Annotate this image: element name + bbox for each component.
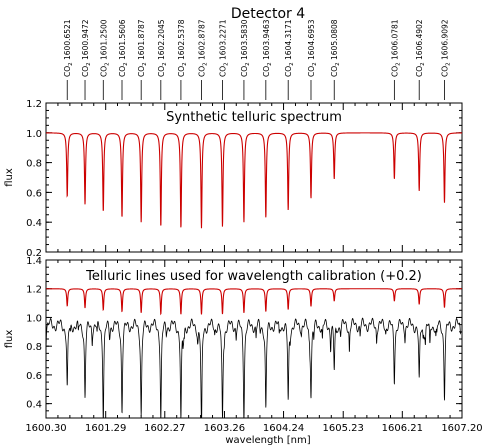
co2-line-label: CO2 1603.9463	[262, 19, 273, 77]
co2-line-label: CO2 1606.0781	[390, 19, 401, 77]
y-tick-label: 0.2	[26, 248, 42, 259]
y-tick-label: 0.8	[26, 342, 42, 353]
co2-line-label: CO2 1606.9092	[440, 19, 451, 77]
plot-frame	[45, 102, 463, 253]
panel-title: Synthetic telluric spectrum	[166, 110, 342, 125]
co2-line-label: CO2 1602.5378	[177, 19, 188, 77]
x-tick-label: 1602.27	[144, 423, 185, 434]
co2-line-label: CO2 1603.5830	[240, 19, 251, 77]
co2-line-label: CO2 1604.6953	[307, 19, 318, 77]
co2-line-label: CO2 1603.2271	[218, 19, 229, 77]
co2-line-label: CO2 1600.9472	[81, 19, 92, 77]
co2-line-label: CO2 1602.2045	[157, 19, 168, 77]
co2-line-label: CO2 1604.3171	[284, 19, 295, 77]
y-tick-label: 0.4	[26, 218, 42, 229]
x-tick-label: 1605.23	[323, 423, 364, 434]
y-tick-label: 0.6	[26, 371, 42, 382]
figure-title: Detector 4	[231, 6, 305, 22]
synthetic-spectrum-line	[46, 132, 462, 229]
co2-line-label: CO2 1601.8787	[137, 19, 148, 77]
y-tick-label: 1.0	[26, 313, 42, 324]
x-tick-label: 1603.26	[204, 423, 245, 434]
co2-line-labels: CO2 1600.6521 CO2 1600.9472 CO2 1601.2500 C…	[63, 19, 451, 100]
calibration-lines-offset-line	[46, 288, 462, 316]
y-tick-label: 1.4	[26, 256, 42, 267]
x-tick-label: 1600.30	[25, 423, 66, 434]
panel-title: Telluric lines used for wavelength calib…	[85, 269, 422, 284]
y-axis-label: flux	[4, 330, 15, 349]
co2-line-label: CO2 1606.4902	[415, 19, 426, 77]
y-axis-label: flux	[4, 168, 15, 187]
observed-spectrum-line	[46, 317, 462, 418]
y-tick-label: 1.2	[26, 285, 42, 296]
co2-line-label: CO2 1602.8787	[197, 19, 208, 77]
y-tick-label: 0.6	[26, 188, 42, 199]
x-axis-label: wavelength [nm]	[225, 435, 310, 446]
y-tick-label: 0.4	[26, 400, 42, 411]
x-tick-label: 1606.21	[382, 423, 423, 434]
bottom-panel-calibration-lines: 0.4 0.6 0.8 1.0 1.2 1.4 flux Telluric lines use…	[4, 256, 483, 434]
y-tick-label: 1.2	[26, 99, 42, 110]
x-tick-label: 1601.29	[85, 423, 126, 434]
x-tick-label: 1604.24	[263, 423, 304, 434]
y-tick-label: 0.8	[26, 159, 42, 170]
y-tick-label: 1.0	[26, 129, 42, 140]
co2-line-label: CO2 1605.0808	[330, 19, 341, 77]
co2-line-label: CO2 1601.2500	[99, 19, 110, 77]
x-tick-label: 1607.20	[441, 423, 482, 434]
top-panel-synthetic-spectrum: 0.2 0.4 0.6 0.8 1.0 1.2 flux Synthetic telluric…	[4, 99, 463, 259]
co2-line-label: CO2 1601.5606	[118, 19, 129, 77]
co2-line-label: CO2 1600.6521	[63, 19, 74, 77]
